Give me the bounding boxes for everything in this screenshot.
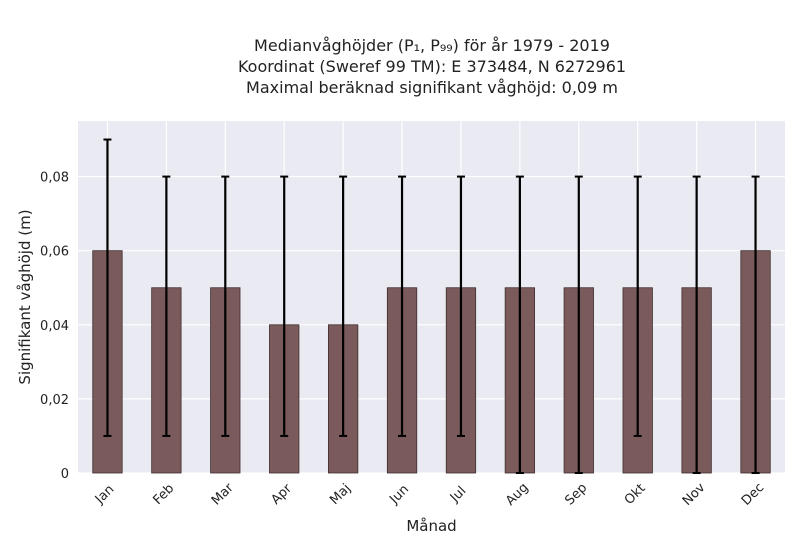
y-tick-label: 0 — [61, 467, 69, 482]
x-tick-label: Mar — [209, 480, 237, 508]
x-axis-ticks: Jan Feb Mar Apr Maj Jun Jul Aug Sep Okt Nov Dec — [92, 480, 767, 509]
x-tick-label: Nov — [680, 480, 709, 509]
x-tick-label: Feb — [150, 481, 177, 508]
error-bar-dec — [751, 175, 760, 474]
chart-title-line: Medianvåghöjder (P₁, P₉₉) för år 1979 - … — [254, 36, 610, 55]
error-bar-okt — [633, 175, 642, 437]
x-tick-label: Dec — [739, 480, 767, 508]
y-tick-label: 0,04 — [40, 319, 69, 334]
chart-title-line: Koordinat (Sweref 99 TM): E 373484, N 62… — [238, 57, 626, 76]
y-tick-label: 0,06 — [40, 245, 69, 260]
plot-area — [78, 121, 785, 473]
x-tick-label: Jan — [92, 482, 117, 507]
x-tick-label: Apr — [268, 481, 295, 508]
y-axis-label: Signifikant våghöjd (m) — [16, 209, 34, 384]
chart-title: Medianvåghöjder (P₁, P₉₉) för år 1979 - … — [238, 36, 626, 97]
x-tick-label: Sep — [562, 481, 590, 509]
error-bar-jul — [456, 175, 465, 437]
x-tick-label: Jul — [447, 484, 469, 506]
x-tick-label: Okt — [622, 481, 649, 508]
y-axis-ticks: 0 0,02 0,04 0,06 0,08 — [40, 171, 69, 482]
error-bar-aug — [515, 175, 524, 474]
error-bar-jun — [398, 175, 407, 437]
error-bar-jan — [103, 138, 112, 437]
x-tick-label: Jun — [386, 482, 412, 508]
chart-title-line: Maximal beräknad signifikant våghöjd: 0,… — [246, 78, 618, 97]
y-tick-label: 0,02 — [40, 393, 69, 408]
error-bar-apr — [280, 175, 289, 437]
y-tick-label: 0,08 — [40, 171, 69, 186]
error-bar-mar — [221, 175, 230, 437]
error-bars — [103, 138, 760, 474]
error-bar-maj — [339, 175, 348, 437]
error-bar-sep — [574, 175, 583, 474]
error-bar-feb — [162, 175, 171, 437]
x-axis-label: Månad — [406, 517, 456, 535]
x-tick-label: Maj — [327, 481, 354, 508]
error-bar-nov — [692, 175, 701, 474]
x-tick-label: Aug — [503, 480, 532, 509]
